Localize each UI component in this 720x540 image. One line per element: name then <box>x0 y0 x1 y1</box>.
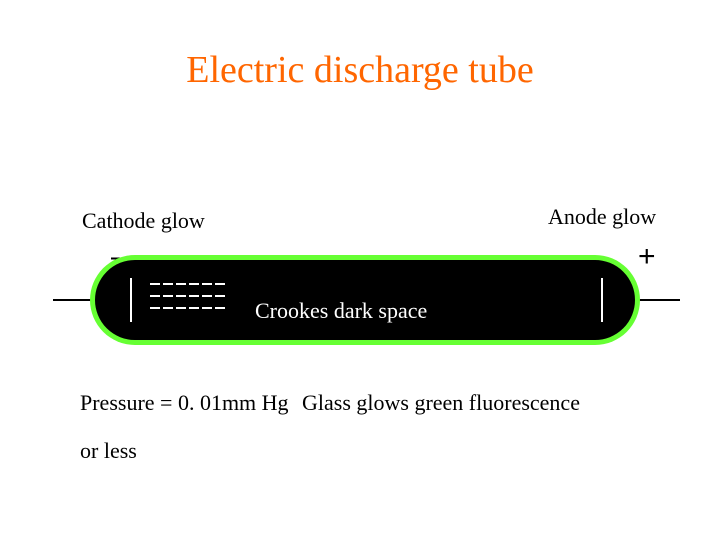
orless-label: or less <box>80 438 137 464</box>
anode-glow-label: Anode glow <box>548 204 656 230</box>
cathode-glow-label: Cathode glow <box>82 208 205 234</box>
pressure-label: Pressure = 0. 01mm Hg <box>80 390 289 416</box>
diagram-title: Electric discharge tube <box>0 48 720 92</box>
crookes-dark-space-label: Crookes dark space <box>255 298 427 324</box>
plus-sign: + <box>638 240 656 274</box>
fluorescence-label: Glass glows green fluorescence <box>302 390 580 416</box>
anode-electrode <box>601 278 603 322</box>
cathode-electrode <box>130 278 132 322</box>
